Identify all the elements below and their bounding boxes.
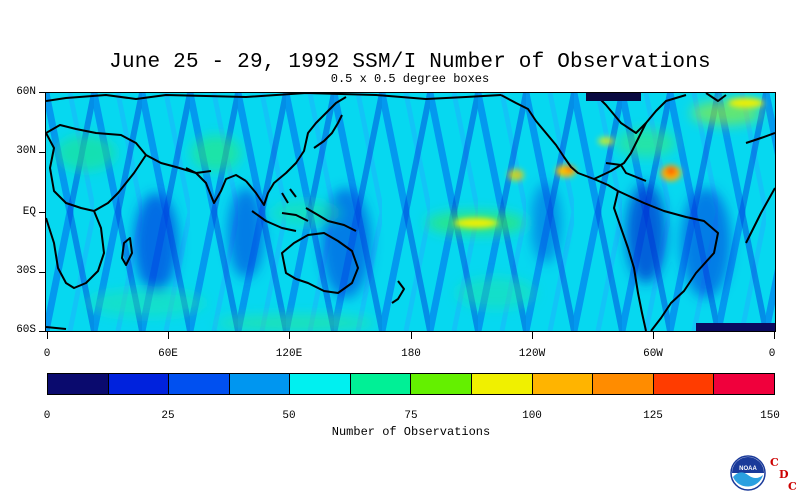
lon-tick <box>47 332 48 339</box>
colorbar-cell <box>169 374 230 394</box>
colorbar-tick-label: 50 <box>282 410 296 422</box>
lon-label-0-east: 0 <box>768 348 776 360</box>
lat-tick <box>39 212 45 213</box>
lat-label-60n: 60N <box>16 86 36 98</box>
colorbar-cell <box>108 374 170 394</box>
observation-density-blobs <box>56 101 761 331</box>
lon-tick <box>289 332 290 339</box>
colorbar-cell <box>48 374 109 394</box>
colorbar-cell <box>472 374 533 394</box>
colorbar-cell <box>714 374 774 394</box>
colorbar-cell <box>593 374 654 394</box>
cdc-letter: C <box>788 480 797 493</box>
colorbar-cell <box>532 374 594 394</box>
colorbar-title: Number of Observations <box>331 425 491 439</box>
lon-label-120e: 120E <box>275 348 303 360</box>
colorbar <box>47 373 775 395</box>
lat-tick <box>39 272 45 273</box>
noaa-logo-icon: NOAA <box>730 455 766 491</box>
colorbar-tick-label: 100 <box>522 410 542 422</box>
lon-tick <box>774 332 775 339</box>
map-subtitle: 0.5 x 0.5 degree boxes <box>330 72 490 86</box>
colorbar-cell <box>411 374 473 394</box>
lat-label-30n: 30N <box>16 145 36 157</box>
colorbar-cell <box>290 374 351 394</box>
lon-label-0: 0 <box>43 348 51 360</box>
antarctic-dark-patch <box>696 323 775 331</box>
lon-label-180: 180 <box>401 348 421 360</box>
map-title: June 25 - 29, 1992 SSM/I Number of Obser… <box>109 51 711 74</box>
colorbar-tick-label: 125 <box>643 410 663 422</box>
arctic-dark-patch <box>586 93 641 101</box>
noaa-logo-text: NOAA <box>739 466 757 472</box>
lon-tick <box>653 332 654 339</box>
lon-label-60w: 60W <box>643 348 663 360</box>
colorbar-cell <box>229 374 291 394</box>
coastlines <box>46 93 775 331</box>
observation-map <box>45 92 776 332</box>
lon-tick <box>411 332 412 339</box>
high-observation-spots <box>454 98 764 228</box>
colorbar-tick-label: 150 <box>760 410 780 422</box>
lat-tick <box>39 152 45 153</box>
lat-tick <box>39 331 45 332</box>
lon-label-60e: 60E <box>158 348 178 360</box>
lon-label-120w: 120W <box>518 348 546 360</box>
cdc-logo: C D C <box>768 454 800 496</box>
cdc-letter: C <box>770 456 779 469</box>
lat-tick <box>39 92 45 93</box>
colorbar-tick-label: 75 <box>404 410 418 422</box>
lon-tick <box>532 332 533 339</box>
lat-label-eq: EQ <box>22 206 36 218</box>
colorbar-cell <box>653 374 715 394</box>
colorbar-tick-label: 25 <box>161 410 175 422</box>
colorbar-tick-label: 0 <box>43 410 51 422</box>
lat-label-60s: 60S <box>16 324 36 336</box>
colorbar-cell <box>350 374 412 394</box>
lon-tick <box>168 332 169 339</box>
lat-label-30s: 30S <box>16 265 36 277</box>
cdc-letter: D <box>779 468 789 481</box>
observation-map-canvas <box>46 93 775 331</box>
